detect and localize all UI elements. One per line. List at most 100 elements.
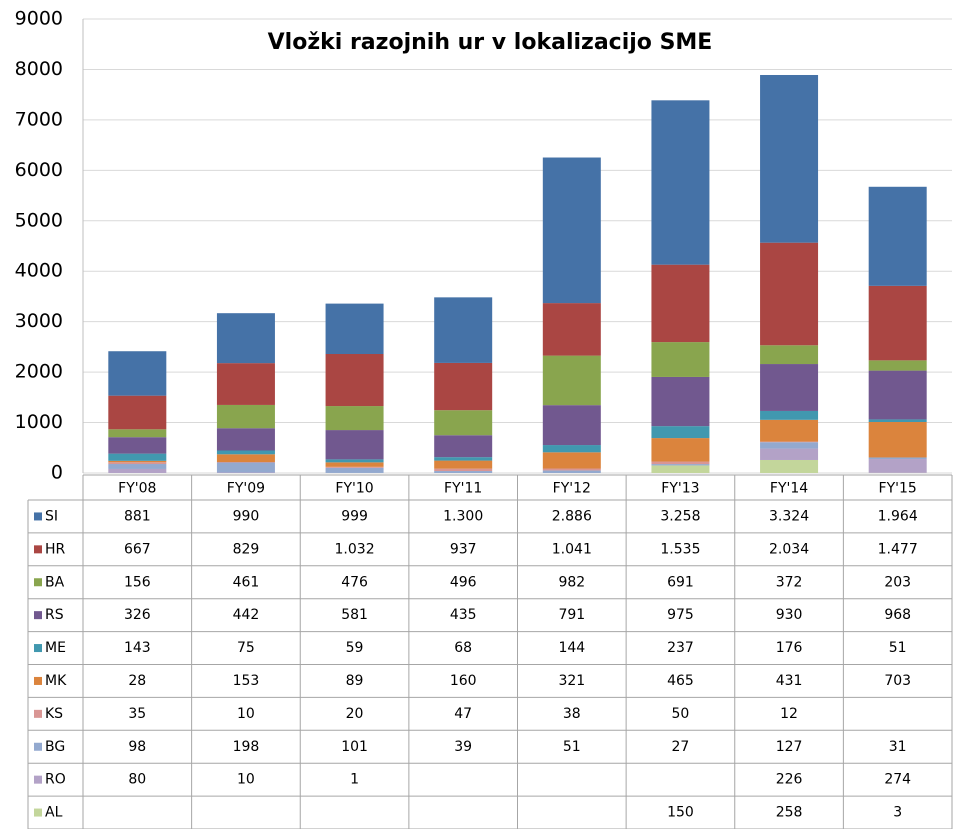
table-cell: 160: [450, 673, 477, 689]
bar-segment: [434, 460, 493, 469]
table-cell: 176: [776, 640, 803, 656]
table-cell: 10: [237, 772, 255, 788]
bar-segment: [216, 462, 275, 463]
table-cell: 999: [341, 508, 368, 524]
table-cell: 10: [237, 706, 255, 722]
legend-label: KS: [45, 706, 63, 722]
bar-segment: [868, 457, 927, 460]
table-cell: 975: [667, 607, 694, 623]
bar-segment: [108, 462, 167, 465]
table-cell: 321: [558, 673, 585, 689]
table-cell: 435: [450, 607, 477, 623]
bar-segment: [108, 437, 167, 454]
bar-segment: [434, 297, 493, 363]
table-cell: 930: [776, 607, 803, 623]
table-cell: 153: [233, 673, 260, 689]
bar-segment: [325, 462, 384, 467]
bar-segment: [651, 464, 710, 466]
legend-key: [34, 512, 42, 521]
x-tick-label: FY'11: [444, 481, 482, 497]
bar-segment: [651, 426, 710, 439]
x-tick-label: FY'08: [118, 481, 156, 497]
table-cell: 2.886: [552, 508, 592, 524]
bar-segment: [325, 354, 384, 407]
table-cell: 237: [667, 640, 694, 656]
bar-segment: [108, 395, 167, 430]
table-cell: 144: [558, 640, 585, 656]
bar-segment: [760, 459, 819, 473]
bar-segment: [651, 461, 710, 465]
x-tick-label: FY'10: [335, 481, 373, 497]
table-cell: 226: [776, 772, 803, 788]
bar-segment: [868, 186, 927, 286]
table-cell: 881: [124, 508, 151, 524]
bar-segment: [651, 465, 710, 473]
legend-label: HR: [45, 541, 66, 557]
table-cell: 75: [237, 640, 255, 656]
table-cell: 51: [563, 739, 581, 755]
x-tick-label: FY'14: [770, 481, 808, 497]
bar-segment: [325, 467, 384, 473]
table-cell: 68: [454, 640, 472, 656]
bar-segment: [868, 419, 927, 423]
bar-segment: [216, 450, 275, 455]
bar-segment: [760, 441, 819, 443]
bar-segment: [325, 406, 384, 431]
legend-label: ME: [45, 640, 66, 656]
table-cell: 3.324: [769, 508, 809, 524]
table-cell: 203: [884, 574, 911, 590]
bar-segment: [108, 460, 167, 463]
legend-label: AL: [45, 805, 63, 821]
bar-segment: [325, 459, 384, 463]
bar-segment: [325, 430, 384, 460]
table-cell: 691: [667, 574, 694, 590]
bar-segment: [108, 351, 167, 396]
table-cell: 12: [780, 706, 798, 722]
table-cell: 28: [128, 673, 146, 689]
table-cell: 1.041: [552, 541, 592, 557]
table-cell: 465: [667, 673, 694, 689]
table-cell: 274: [884, 772, 911, 788]
bar-segment: [542, 157, 601, 304]
bar-segment: [434, 435, 493, 458]
legend-key: [34, 644, 42, 653]
table-cell: 143: [124, 640, 151, 656]
table-cell: 326: [124, 607, 151, 623]
table-cell: 3: [893, 805, 902, 821]
legend-key: [34, 578, 42, 587]
table-cell: 89: [346, 673, 364, 689]
bar-segment: [868, 459, 927, 473]
bar-segment: [108, 429, 167, 438]
bar-segment: [868, 285, 927, 361]
table-cell: 982: [558, 574, 585, 590]
legend-label: BG: [45, 739, 65, 755]
bar-segment: [108, 468, 167, 473]
bar-segment: [216, 462, 275, 473]
chart-title: Vložki razojnih ur v lokalizacijo SME: [268, 30, 713, 55]
table-cell: 198: [233, 739, 260, 755]
bar-segment: [434, 457, 493, 461]
x-tick-label: FY'09: [227, 481, 265, 497]
bar-segment: [542, 470, 601, 473]
table-cell: 461: [233, 574, 260, 590]
bar-segment: [542, 355, 601, 406]
y-tick-label: 9000: [15, 8, 63, 30]
table-cell: 1.964: [878, 508, 918, 524]
y-tick-label: 7000: [15, 108, 63, 130]
bar-segment: [868, 370, 927, 420]
bar-segment: [760, 442, 819, 449]
bar-segment: [651, 438, 710, 462]
y-tick-label: 3000: [15, 310, 63, 332]
legend-key: [34, 709, 42, 718]
y-tick-label: 5000: [15, 209, 63, 231]
table-cell: 791: [558, 607, 585, 623]
table-cell: 150: [667, 805, 694, 821]
table-cell: 258: [776, 805, 803, 821]
bar-segment: [216, 428, 275, 451]
bar-segment: [651, 100, 710, 265]
table-cell: 829: [233, 541, 260, 557]
bar-segment: [760, 419, 819, 442]
table-cell: 101: [341, 739, 368, 755]
table-cell: 1: [350, 772, 359, 788]
